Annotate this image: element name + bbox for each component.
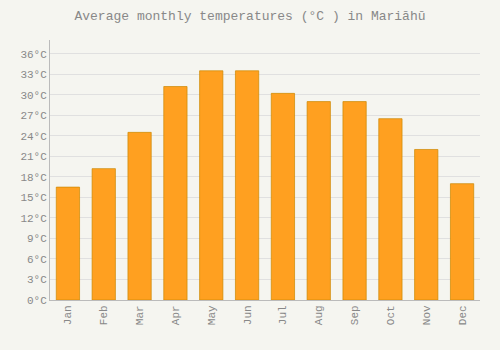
svg-text:6°C: 6°C xyxy=(27,254,47,266)
svg-text:Average monthly temperatures (: Average monthly temperatures (°C ) in Ma… xyxy=(74,9,425,24)
svg-text:May: May xyxy=(206,305,218,325)
svg-text:Nov: Nov xyxy=(421,305,433,325)
svg-text:36°C: 36°C xyxy=(20,49,47,61)
svg-text:27°C: 27°C xyxy=(20,110,47,122)
svg-text:Sep: Sep xyxy=(349,305,361,325)
svg-text:Mar: Mar xyxy=(134,305,146,325)
svg-text:Apr: Apr xyxy=(170,305,182,325)
svg-text:24°C: 24°C xyxy=(20,131,47,143)
svg-text:33°C: 33°C xyxy=(20,69,47,81)
svg-text:Aug: Aug xyxy=(313,305,325,325)
svg-text:12°C: 12°C xyxy=(20,213,47,225)
svg-text:0°C: 0°C xyxy=(27,295,47,307)
svg-text:9°C: 9°C xyxy=(27,233,47,245)
svg-text:Jul: Jul xyxy=(277,305,289,325)
svg-text:Jun: Jun xyxy=(242,305,254,325)
svg-text:21°C: 21°C xyxy=(20,151,47,163)
svg-text:Dec: Dec xyxy=(457,305,469,325)
svg-text:15°C: 15°C xyxy=(20,192,47,204)
svg-text:3°C: 3°C xyxy=(27,274,47,286)
svg-text:30°C: 30°C xyxy=(20,90,47,102)
svg-text:18°C: 18°C xyxy=(20,172,47,184)
svg-text:Jan: Jan xyxy=(62,305,74,325)
svg-text:Feb: Feb xyxy=(98,305,110,325)
svg-text:Oct: Oct xyxy=(385,305,397,325)
